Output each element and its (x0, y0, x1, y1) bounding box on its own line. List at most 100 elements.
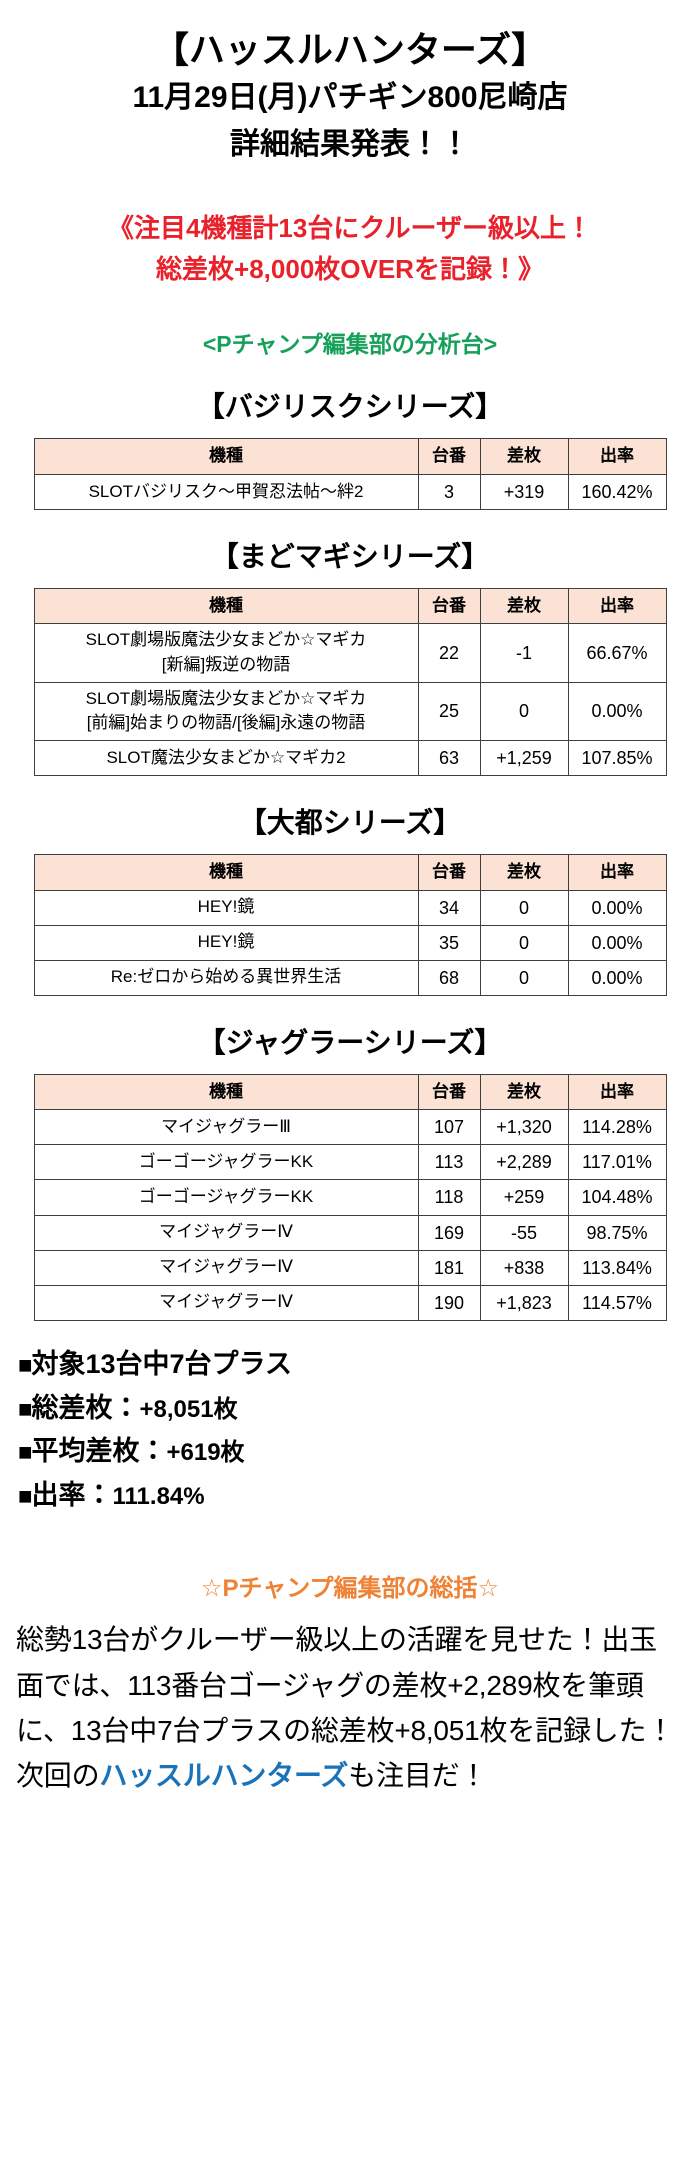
cell-payout-rate: 113.84% (567, 1249, 667, 1286)
cell-machine-name: SLOT劇場版魔法少女まどか☆マギカ [前編]始まりの物語/[後編]永遠の物語 (33, 681, 419, 741)
page-title: 【ハッスルハンターズ】 (152, 29, 548, 70)
cell-machine-number: 3 (417, 473, 481, 510)
summary-stats: ■対象13台中7台プラス ■総差枚：+8,051枚 ■平均差枚：+619枚 ■出率：1… (18, 1343, 700, 1518)
cell-machine-name: SLOT劇場版魔法少女まどか☆マギカ [新編]叛逆の物語 (33, 623, 419, 683)
cell-machine-name: マイジャグラーⅣ (33, 1214, 419, 1251)
cell-machine-name: HEY!鏡 (33, 924, 419, 961)
column-header: 差枚 (479, 1073, 569, 1111)
cell-payout-rate: 0.00% (567, 889, 667, 926)
cell-diff-medals: +1,823 (479, 1284, 569, 1321)
summary-value: 111.84% (112, 1483, 205, 1510)
cell-machine-name: ゴーゴージャグラーKK (33, 1144, 419, 1181)
table-row: SLOT劇場版魔法少女まどか☆マギカ [前編]始まりの物語/[後編]永遠の物語 25… (33, 681, 667, 741)
table-row: Re:ゼロから始める異世界生活 68 0 0.00% (33, 959, 667, 996)
machine-name-line: マイジャグラーⅣ (159, 1222, 293, 1242)
machine-name-line: SLOT魔法少女まどか☆マギカ2 (106, 747, 346, 767)
column-header: 出率 (567, 438, 667, 475)
column-header: 台番 (417, 438, 481, 475)
cell-machine-number: 118 (417, 1179, 481, 1216)
machine-name-line: マイジャグラーⅣ (159, 1257, 293, 1277)
table-header-row: 機種 台番 差枚 出率 (33, 1073, 667, 1111)
column-header: 機種 (33, 853, 419, 891)
table-row: SLOTバジリスク～甲賀忍法帖～絆2 3 +319 160.42% (33, 473, 667, 510)
page-subtitle-store: 11月29日(月)パチギン800尼崎店 (132, 81, 568, 115)
cell-machine-name: マイジャグラーⅢ (33, 1109, 419, 1146)
cell-machine-number: 107 (417, 1109, 481, 1146)
column-header: 機種 (33, 438, 419, 475)
cell-machine-number: 22 (417, 623, 481, 683)
cell-machine-name: HEY!鏡 (33, 889, 419, 926)
cell-machine-number: 113 (417, 1144, 481, 1181)
highlight-line-1: 《注目4機種計13台にクルーザー級以上！ (107, 213, 593, 244)
cell-machine-number: 63 (417, 739, 481, 777)
machine-name-line: マイジャグラーⅢ (161, 1116, 291, 1136)
series-sections: 【バジリスクシリーズ】 機種 台番 差枚 出率 SLOTバジリスク～甲賀忍法帖～絆2 3 +3… (0, 388, 700, 1321)
review-heading: ☆Pチャンプ編集部の総括☆ (200, 1574, 500, 1602)
column-header: 機種 (33, 1073, 419, 1111)
summary-item: ■対象13台中7台プラス (18, 1343, 700, 1387)
machine-name-line: [前編]始まりの物語/[後編]永遠の物語 (86, 713, 366, 733)
table-row: マイジャグラーⅣ 169 -55 98.75% (33, 1214, 667, 1251)
table-header-row: 機種 台番 差枚 出率 (33, 587, 667, 625)
cell-payout-rate: 114.57% (567, 1284, 667, 1321)
cell-diff-medals: 0 (479, 959, 569, 996)
cell-diff-medals: +319 (479, 473, 569, 510)
cell-machine-number: 34 (417, 889, 481, 926)
series-result-table: 機種 台番 差枚 出率 マイジャグラーⅢ 107 +1,320 114.28% ゴーゴージャグラ… (33, 1073, 667, 1321)
cell-machine-number: 68 (417, 959, 481, 996)
summary-item: ■平均差枚：+619枚 (18, 1430, 700, 1474)
cell-machine-number: 190 (417, 1284, 481, 1321)
cell-machine-number: 169 (417, 1214, 481, 1251)
series-result-table: 機種 台番 差枚 出率 SLOT劇場版魔法少女まどか☆マギカ [新編]叛逆の物語 22 -1 6… (33, 587, 667, 777)
summary-label: 対象13台中7台プラス (31, 1348, 293, 1379)
cell-diff-medals: +1,320 (479, 1109, 569, 1146)
machine-name-line: SLOT劇場版魔法少女まどか☆マギカ (85, 630, 367, 650)
machine-name-line: ゴーゴージャグラーKK (138, 1152, 314, 1172)
cell-diff-medals: +1,259 (479, 739, 569, 777)
analysis-label: <Pチャンプ編集部の分析台> (202, 331, 498, 358)
summary-item: ■総差枚：+8,051枚 (18, 1387, 700, 1431)
table-header-row: 機種 台番 差枚 出率 (33, 438, 667, 475)
cell-machine-name: マイジャグラーⅣ (33, 1284, 419, 1321)
series-section: 【まどマギシリーズ】 機種 台番 差枚 出率 SLOT劇場版魔法少女まどか☆マギカ [新編]… (0, 538, 700, 777)
series-title: 【バジリスクシリーズ】 (196, 391, 504, 423)
column-header: 差枚 (479, 853, 569, 891)
table-row: ゴーゴージャグラーKK 118 +259 104.48% (33, 1179, 667, 1216)
series-title: 【大都シリーズ】 (238, 807, 462, 839)
cell-machine-name: マイジャグラーⅣ (33, 1249, 419, 1286)
bullet-square-icon: ■ (18, 1483, 32, 1510)
cell-machine-number: 25 (417, 681, 481, 741)
summary-item: ■出率：111.84% (18, 1474, 700, 1518)
cell-payout-rate: 104.48% (567, 1179, 667, 1216)
machine-name-line: SLOT劇場版魔法少女まどか☆マギカ (85, 688, 367, 708)
column-header: 台番 (417, 1073, 481, 1111)
review-body-part2: も注目だ！ (348, 1760, 488, 1792)
cell-diff-medals: 0 (479, 889, 569, 926)
table-header-row: 機種 台番 差枚 出率 (33, 853, 667, 891)
cell-payout-rate: 160.42% (567, 473, 667, 510)
column-header: 出率 (567, 587, 667, 625)
cell-diff-medals: 0 (479, 681, 569, 741)
table-row: HEY!鏡 34 0 0.00% (33, 889, 667, 926)
editor-review: ☆Pチャンプ編集部の総括☆ 総勢13台がクルーザー級以上の活躍を見せた！出玉面で… (0, 1572, 700, 1829)
summary-value: +8,051枚 (139, 1395, 238, 1423)
table-row: SLOT劇場版魔法少女まどか☆マギカ [新編]叛逆の物語 22 -1 66.67% (33, 623, 667, 683)
bullet-square-icon: ■ (18, 1351, 32, 1379)
cell-machine-name: Re:ゼロから始める異世界生活 (33, 959, 419, 996)
series-section: 【ジャグラーシリーズ】 機種 台番 差枚 出率 マイジャグラーⅢ 107 +1,320 114.… (0, 1024, 700, 1321)
page-subtitle-result: 詳細結果発表！！ (230, 127, 470, 161)
cell-diff-medals: +838 (479, 1249, 569, 1286)
review-brand-name: ハッスルハンターズ (99, 1760, 349, 1792)
page-header: 【ハッスルハンターズ】 11月29日(月)パチギン800尼崎店 詳細結果発表！！ (0, 0, 700, 168)
cell-machine-name: ゴーゴージャグラーKK (33, 1179, 419, 1216)
machine-name-line: Re:ゼロから始める異世界生活 (110, 967, 342, 987)
cell-payout-rate: 0.00% (567, 959, 667, 996)
summary-label: 平均差枚： (31, 1436, 167, 1467)
cell-diff-medals: -55 (479, 1214, 569, 1251)
review-body: 総勢13台がクルーザー級以上の活躍を見せた！出玉面では、113番台ゴージャグの差… (16, 1617, 684, 1798)
table-row: マイジャグラーⅣ 181 +838 113.84% (33, 1249, 667, 1286)
cell-machine-number: 181 (417, 1249, 481, 1286)
machine-name-line: HEY!鏡 (197, 932, 255, 952)
cell-diff-medals: +2,289 (479, 1144, 569, 1181)
